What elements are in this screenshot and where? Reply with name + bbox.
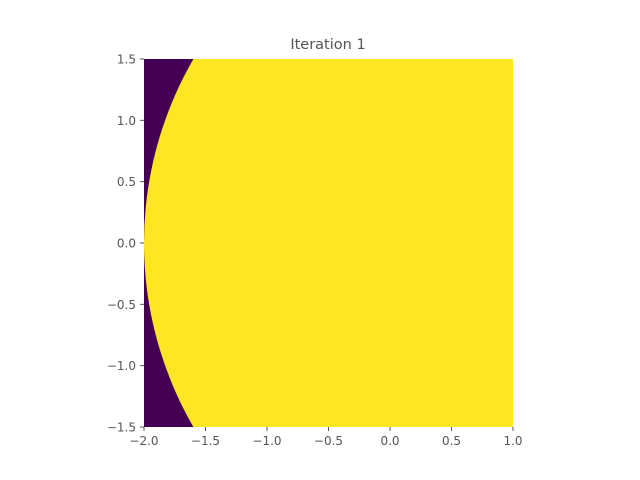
x-tick-label: −2.0 [129,434,158,448]
plot-area [144,59,513,427]
x-tick-label: 0.5 [442,434,461,448]
x-axis: −2.0 −1.5 −1.0 −0.5 0.0 0.5 1.0 [129,427,523,448]
y-tick-label: 1.5 [117,53,136,67]
y-axis: 1.5 1.0 0.5 0.0 −0.5 −1.0 −1.5 [107,53,144,435]
chart-title: Iteration 1 [290,37,365,53]
y-tick-label: −1.5 [107,421,136,435]
y-tick-label: −0.5 [107,298,136,312]
region-inside [144,59,513,427]
y-tick-label: −1.0 [107,359,136,373]
x-tick-label: −1.0 [252,434,281,448]
x-tick-label: −0.5 [314,434,343,448]
x-tick-label: 0.0 [380,434,399,448]
x-tick-label: −1.5 [191,434,220,448]
y-tick-label: 0.5 [117,175,136,189]
x-tick-label: 1.0 [503,434,522,448]
y-tick-label: 1.0 [117,114,136,128]
y-tick-label: 0.0 [117,237,136,251]
